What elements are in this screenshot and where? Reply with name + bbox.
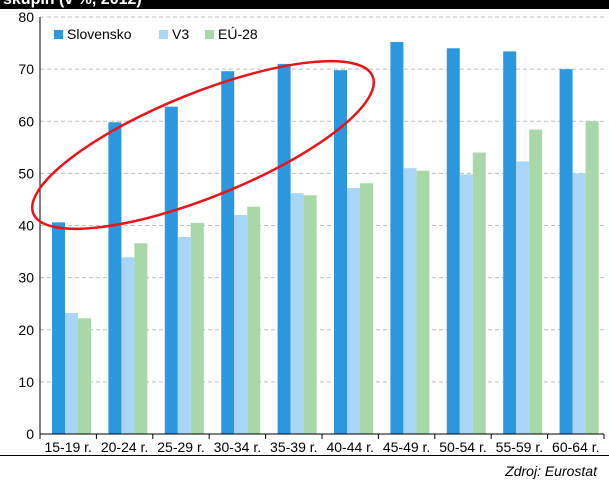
source-note: Zdroj: Eurostat (505, 463, 597, 479)
legend-label: Slovensko (67, 26, 132, 42)
y-tick-label: 50 (18, 165, 34, 181)
bar (52, 222, 65, 434)
y-tick-label: 40 (18, 218, 34, 234)
x-tick-label: 30-34 r. (214, 439, 261, 455)
y-tick-label: 0 (26, 426, 34, 442)
bar (78, 318, 91, 434)
title-bar: skupín (v %, 2012) (0, 0, 609, 9)
bar (177, 236, 191, 434)
y-tick-label: 10 (18, 374, 34, 390)
bar (277, 63, 291, 434)
annotation-layer (30, 59, 376, 231)
bar (347, 187, 360, 434)
bar (416, 170, 430, 435)
bar (360, 183, 373, 434)
bar (247, 206, 261, 434)
bar (516, 161, 530, 435)
bar (65, 313, 78, 434)
bar (221, 71, 235, 435)
x-tick-label: 40-44 r. (326, 439, 373, 455)
legend-swatch (54, 30, 63, 39)
bar (503, 51, 517, 435)
legend-swatch (205, 30, 214, 39)
x-tick-label: 15-19 r. (44, 439, 91, 455)
bar (529, 129, 543, 434)
x-tick-label: 60-64 r. (552, 439, 599, 455)
y-tick-label: 60 (18, 113, 34, 129)
bar (303, 195, 317, 434)
bar (446, 48, 460, 435)
x-tick-label: 35-39 r. (270, 439, 317, 455)
bar (472, 152, 486, 434)
y-tick-label: 30 (18, 270, 34, 286)
bar (585, 121, 599, 434)
axis-layer: 0 10 20 30 40 50 60 70 80 15-19 r. 20-24 r. 25-29 r… (18, 9, 605, 455)
source-divider (0, 455, 609, 456)
y-tick-label: 80 (18, 9, 34, 25)
highlight-ellipse (30, 59, 376, 231)
legend-label: EÚ-28 (218, 26, 258, 42)
x-tick-label: 25-29 r. (157, 439, 204, 455)
bar (559, 69, 573, 434)
bar (164, 106, 178, 434)
x-tick-label: 50-54 r. (439, 439, 486, 455)
x-tick-label: 45-49 r. (383, 439, 430, 455)
bar (459, 174, 473, 435)
legend: Slovensko V3 EÚ-28 (54, 26, 258, 42)
bar (234, 215, 248, 434)
bar (121, 257, 135, 434)
chart-title: skupín (v %, 2012) (3, 0, 142, 9)
bar (403, 168, 417, 434)
y-tick-label: 70 (18, 61, 34, 77)
x-tick-label: 20-24 r. (101, 439, 148, 455)
bar (390, 42, 404, 435)
bar (108, 122, 122, 434)
legend-label: V3 (172, 26, 189, 42)
bar (334, 70, 347, 434)
bar (572, 173, 586, 434)
bar (190, 222, 204, 434)
bar (134, 243, 148, 434)
bar (290, 193, 304, 434)
legend-swatch (159, 30, 168, 39)
bars-layer (52, 42, 599, 435)
y-tick-label: 20 (18, 322, 34, 338)
x-tick-label: 55-59 r. (496, 439, 543, 455)
